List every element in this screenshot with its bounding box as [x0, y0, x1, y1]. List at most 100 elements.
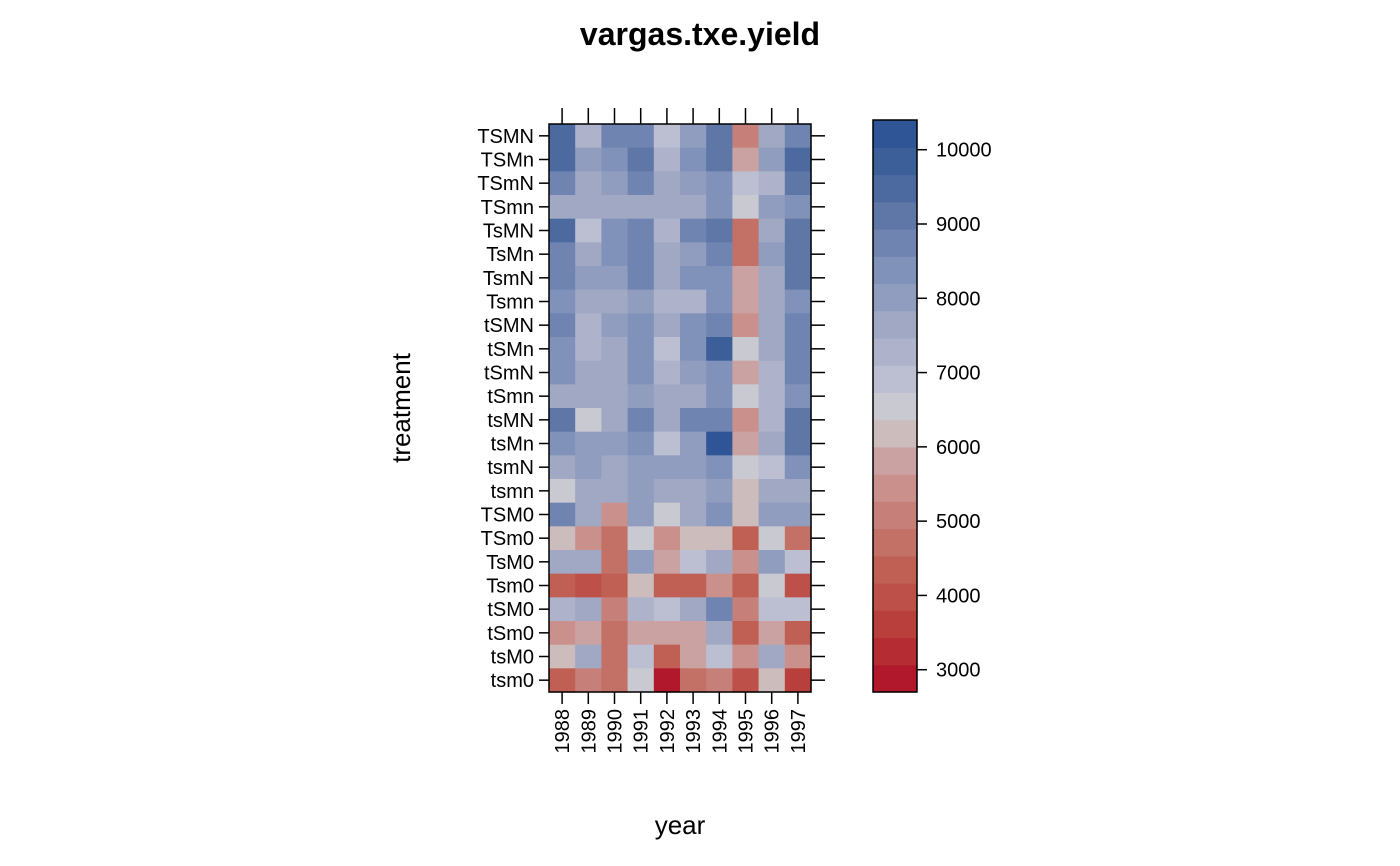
heatmap-cell	[653, 266, 681, 291]
colorbar-segment	[873, 637, 917, 666]
heatmap-cell	[601, 313, 629, 338]
heatmap-cell	[758, 313, 786, 338]
heatmap-cell	[575, 218, 602, 243]
heatmap-cell	[706, 644, 733, 669]
chart-title: vargas.txe.yield	[580, 16, 820, 52]
heatmap-cell	[706, 526, 733, 551]
heatmap-cell	[732, 337, 760, 362]
heatmap-cell	[732, 597, 760, 622]
colorbar-segment	[873, 120, 917, 148]
heatmap-cell	[732, 266, 760, 291]
heatmap-cell	[627, 668, 655, 693]
heatmap-cell	[627, 573, 655, 598]
heatmap-cell	[601, 479, 629, 504]
heatmap-cell	[784, 573, 812, 598]
heatmap-cell	[601, 431, 629, 456]
y-tick-label: TSMn	[481, 150, 534, 172]
heatmap-cell	[706, 502, 733, 527]
colorbar-segment	[873, 174, 917, 203]
colorbar-segment	[873, 528, 917, 557]
heatmap-cell	[653, 502, 681, 527]
heatmap-cell	[758, 597, 786, 622]
heatmap-cell	[549, 171, 576, 196]
heatmap-cell	[758, 479, 786, 504]
heatmap-cell	[706, 218, 733, 243]
colorbar-tick-label: 7000	[936, 363, 981, 385]
heatmap-cell	[758, 384, 786, 409]
heatmap-cell	[601, 242, 629, 267]
heatmap-cell	[549, 455, 576, 480]
heatmap-cell	[549, 621, 576, 646]
x-tick-label: 1990	[605, 709, 627, 754]
colorbar-tick-label: 6000	[936, 437, 981, 459]
heatmap-cell	[732, 573, 760, 598]
heatmap-cell	[575, 573, 602, 598]
heatmap-cell	[784, 289, 812, 314]
heatmap-cell	[758, 195, 786, 220]
heatmap-cell	[549, 337, 576, 362]
y-tick-label: TsMN	[483, 221, 534, 243]
heatmap-cell	[732, 124, 760, 149]
heatmap-cell	[758, 431, 786, 456]
heatmap-cell	[784, 313, 812, 338]
x-tick-label: 1988	[552, 709, 574, 754]
heatmap-cell	[549, 431, 576, 456]
heatmap-cell	[601, 360, 629, 385]
heatmap-cell	[627, 502, 655, 527]
heatmap-cell	[549, 289, 576, 314]
heatmap-cell	[732, 360, 760, 385]
colorbar-segment	[873, 337, 917, 366]
heatmap-cell	[549, 242, 576, 267]
heatmap-cell	[732, 431, 760, 456]
heatmap-cell	[706, 360, 733, 385]
heatmap-cell	[653, 597, 681, 622]
heatmap-cell	[680, 124, 707, 149]
heatmap-cell	[549, 313, 576, 338]
heatmap-cell	[575, 360, 602, 385]
heatmap-cell	[680, 289, 707, 314]
heatmap-cell	[706, 147, 733, 172]
heatmap-cell	[627, 408, 655, 433]
y-tick-label: tsm0	[491, 670, 534, 692]
heatmap-cell	[680, 455, 707, 480]
heatmap-cell	[758, 408, 786, 433]
heatmap-cell	[601, 408, 629, 433]
heatmap-cell	[575, 266, 602, 291]
colorbar-segment	[873, 610, 917, 639]
heatmap-cell	[627, 171, 655, 196]
heatmap-cell	[784, 621, 812, 646]
heatmap-cell	[784, 195, 812, 220]
heatmap-cell	[601, 550, 629, 575]
y-tick-label: TsMn	[486, 244, 534, 266]
heatmap-cell	[575, 502, 602, 527]
plot-frame	[548, 123, 812, 693]
y-tick-label: tSm0	[487, 623, 534, 645]
heatmap-cell	[784, 526, 812, 551]
x-tick-label: 1997	[788, 709, 810, 754]
heatmap-cell	[627, 124, 655, 149]
heatmap-cell	[653, 621, 681, 646]
y-tick-label: Tsmn	[486, 292, 534, 314]
colorbar-tick-label: 3000	[936, 660, 981, 682]
heatmap-cell	[575, 550, 602, 575]
heatmap-cell	[653, 573, 681, 598]
x-tick-label: 1995	[736, 709, 758, 754]
heatmap-cell	[653, 668, 681, 693]
heatmap-cell	[575, 455, 602, 480]
heatmap-cell	[706, 242, 733, 267]
heatmap-cell	[601, 455, 629, 480]
heatmap-cell	[575, 195, 602, 220]
heatmap-cell	[549, 668, 576, 693]
heatmap-cell	[549, 597, 576, 622]
heatmap-cell	[784, 218, 812, 243]
y-tick-label: TSmn	[481, 197, 534, 219]
heatmap-cell	[758, 526, 786, 551]
heatmap-cell	[549, 550, 576, 575]
x-tick-label: 1992	[657, 709, 679, 754]
heatmap-cell	[575, 644, 602, 669]
heatmap-cell	[627, 597, 655, 622]
heatmap-cell	[758, 455, 786, 480]
heatmap-cell	[706, 171, 733, 196]
heatmap-cell	[784, 408, 812, 433]
y-tick-label: tSMN	[484, 315, 534, 337]
